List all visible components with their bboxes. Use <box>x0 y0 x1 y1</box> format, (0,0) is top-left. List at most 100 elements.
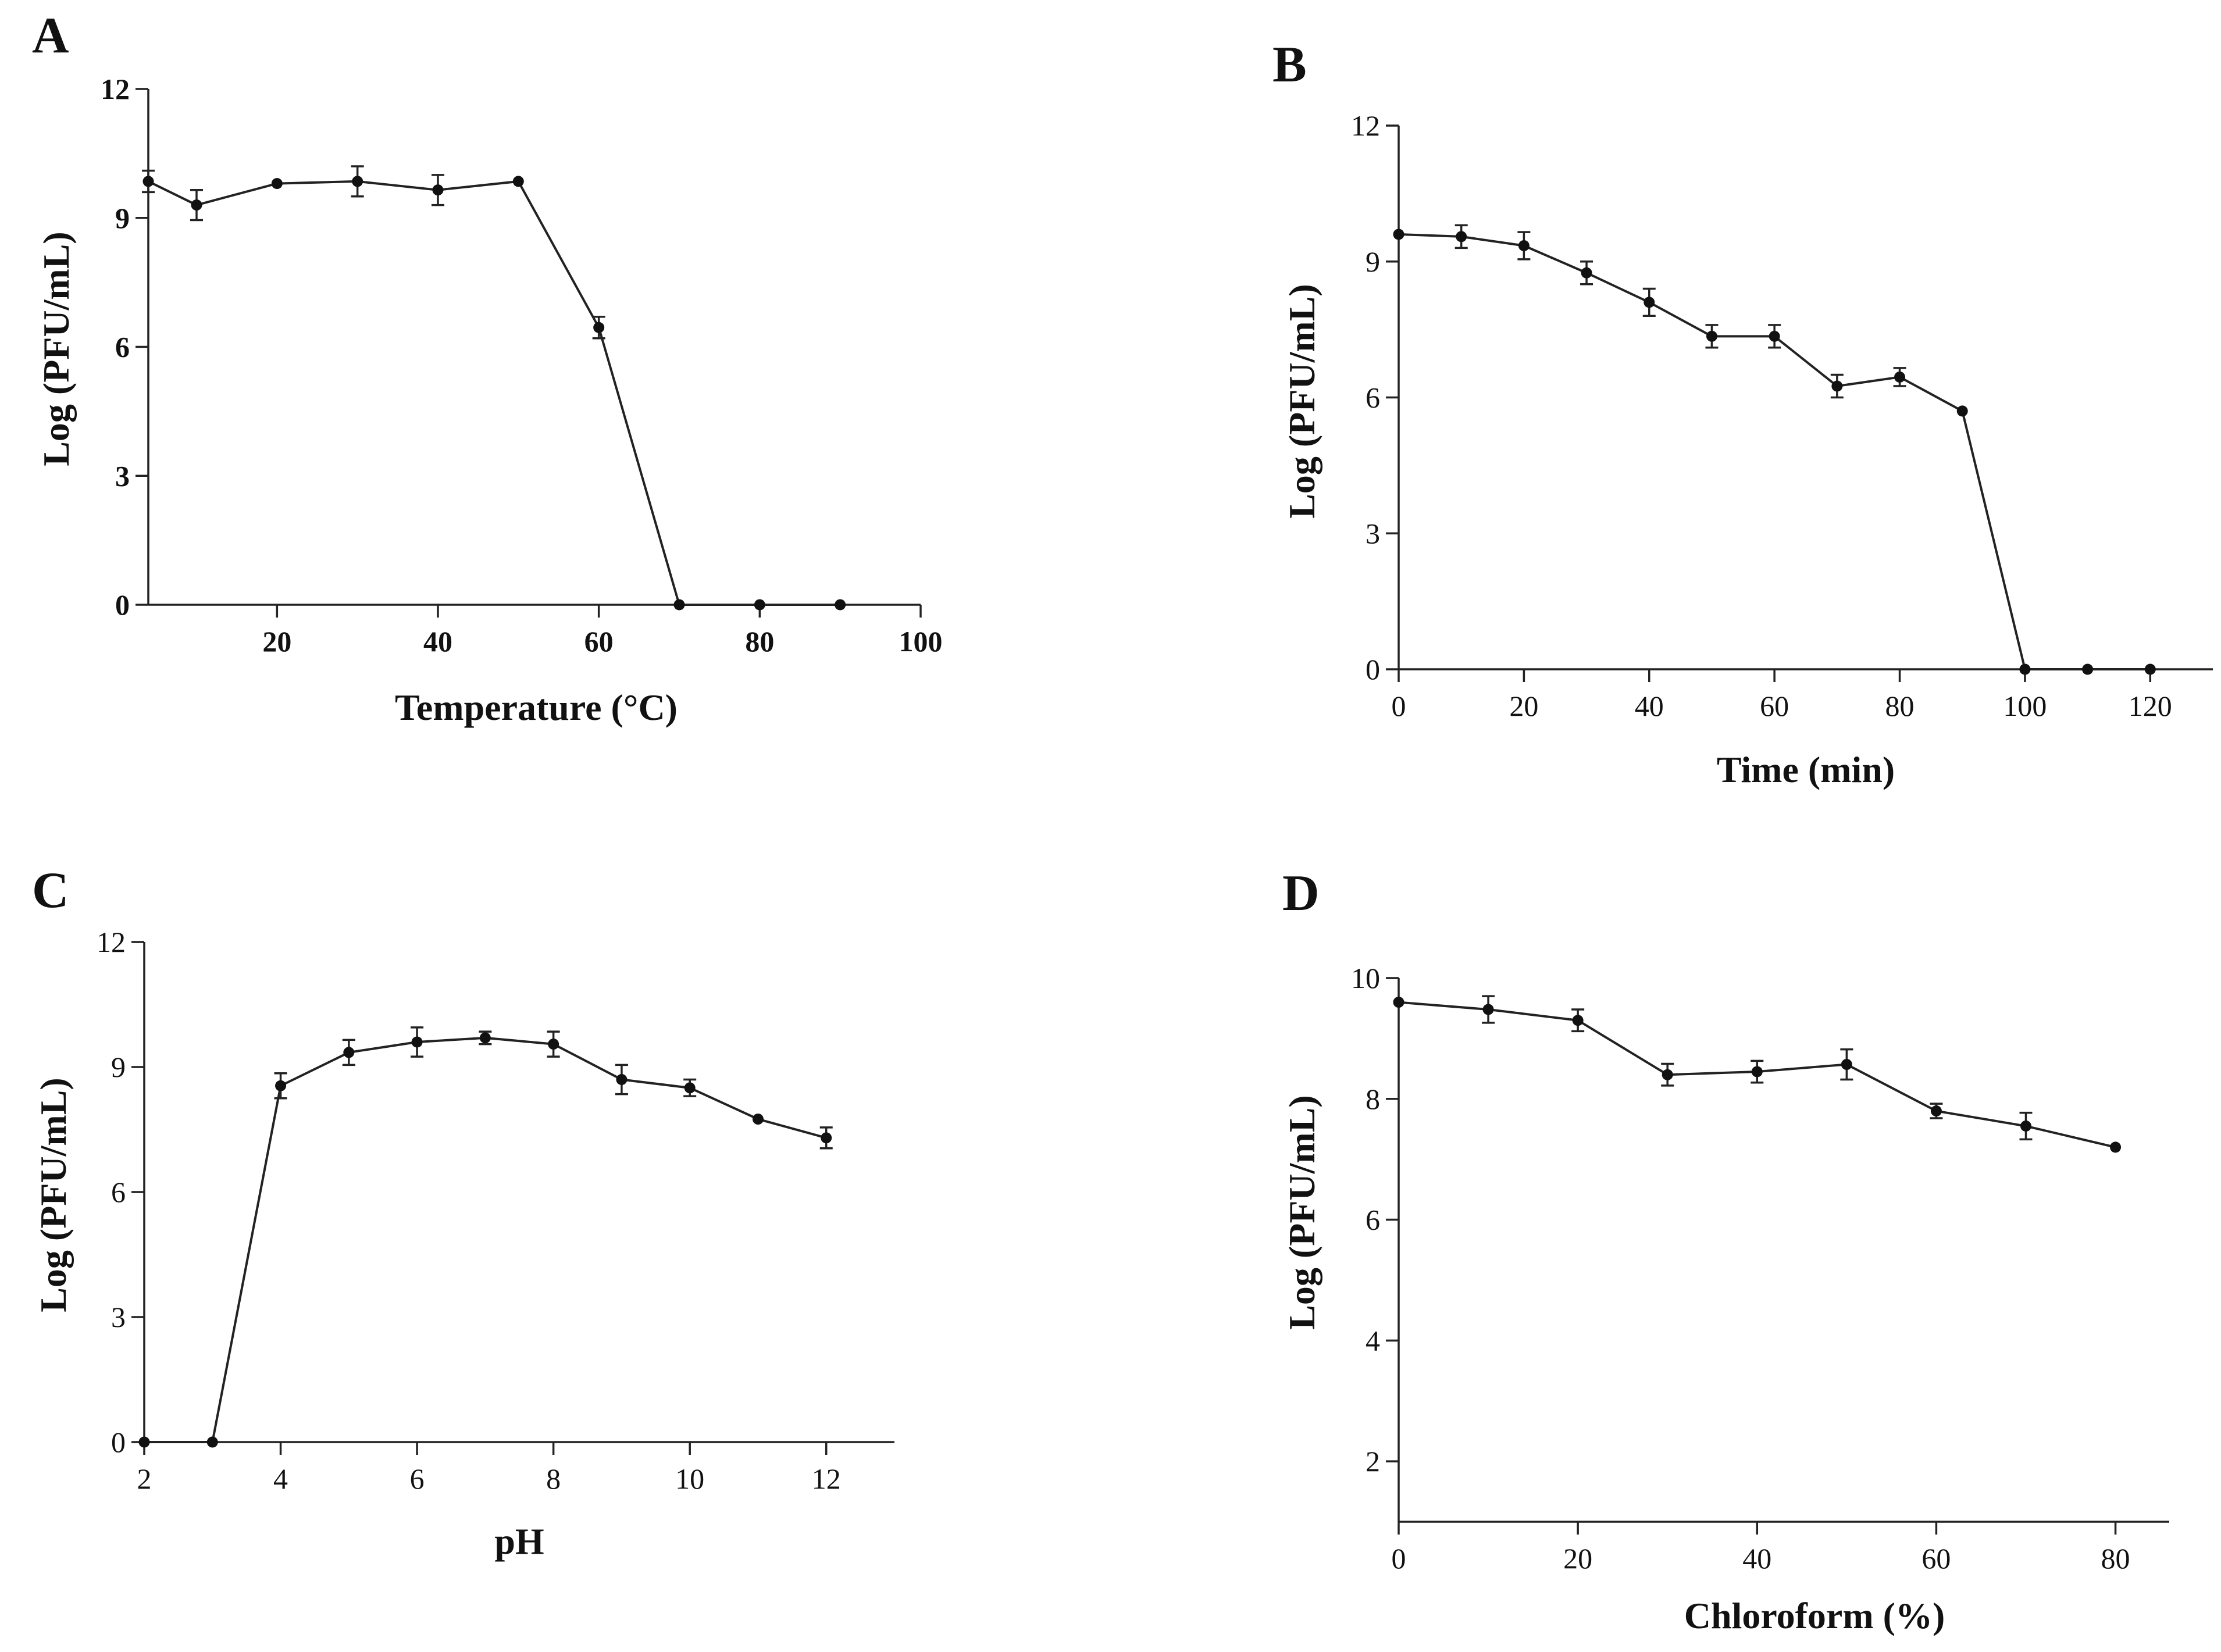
x-tick-label: 120 <box>2129 690 2172 722</box>
data-point <box>206 1436 218 1448</box>
x-tick-label: 60 <box>1760 690 1789 722</box>
data-point <box>1769 330 1780 342</box>
data-point <box>2020 1121 2031 1132</box>
panel-letter-c: C <box>32 862 69 919</box>
data-point <box>616 1074 628 1085</box>
data-point <box>1393 997 1404 1008</box>
panel-a: A Temperature (°C) Log (PFU/mL) 0 3 6 9 12 20… <box>32 8 943 728</box>
x-axis-title: Time (min) <box>1717 749 1895 790</box>
y-tick-label: 10 <box>1351 962 1380 994</box>
data-point <box>275 1080 287 1091</box>
x-tick-label: 40 <box>1635 690 1664 722</box>
y-axis-title: Log (PFU/mL) <box>1281 1095 1322 1330</box>
y-tick-label: 6 <box>115 331 130 363</box>
x-tick-label: 8 <box>546 1462 561 1495</box>
data-point <box>1751 1066 1763 1077</box>
x-tick-label: 80 <box>2101 1542 2130 1575</box>
series-line <box>1398 233 2151 670</box>
data-point <box>1894 371 1906 383</box>
panel-letter-d: D <box>1282 865 1320 922</box>
y-tick-label: 12 <box>101 73 130 105</box>
data-point <box>752 1114 764 1125</box>
x-axis-title: pH <box>494 1521 544 1562</box>
x-tick-label: 60 <box>584 625 614 658</box>
y-tick-label: 8 <box>1366 1083 1380 1115</box>
y-tick-label: 3 <box>1366 517 1380 550</box>
x-tick-label: 20 <box>1563 1542 1592 1575</box>
x-tick-label: 100 <box>2003 690 2047 722</box>
data-point <box>271 178 283 190</box>
y-tick-label: 0 <box>1366 653 1380 686</box>
data-point <box>821 1132 832 1144</box>
data-point <box>1662 1069 1673 1080</box>
y-tick-label: 12 <box>97 926 126 958</box>
panel-c: C pH Log (PFU/mL) 0 3 6 9 12 2 4 6 8 10 12 <box>32 862 894 1562</box>
data-point <box>343 1047 355 1058</box>
data-point <box>754 599 765 611</box>
data-point <box>835 599 846 611</box>
x-tick-label: 40 <box>423 625 452 658</box>
data-point <box>1581 267 1592 279</box>
data-point <box>142 176 154 187</box>
y-tick-label: 6 <box>1366 1204 1380 1236</box>
data-point <box>1930 1105 1942 1117</box>
data-point <box>1706 330 1717 342</box>
x-tick-label: 80 <box>745 625 774 658</box>
data-point <box>684 1082 696 1094</box>
data-point <box>1518 240 1530 251</box>
y-tick-label: 2 <box>1366 1445 1380 1478</box>
data-point <box>2110 1141 2122 1153</box>
x-tick-label: 4 <box>273 1462 288 1495</box>
x-tick-label: 0 <box>1392 690 1406 722</box>
x-tick-label: 20 <box>1509 690 1538 722</box>
data-point <box>191 199 202 211</box>
panel-letter-b: B <box>1272 37 1307 93</box>
x-tick-label: 20 <box>262 625 291 658</box>
y-tick-label: 9 <box>115 202 130 234</box>
x-tick-label: 40 <box>1742 1542 1771 1575</box>
x-tick-label: 80 <box>1885 690 1915 722</box>
data-point <box>548 1039 559 1050</box>
y-tick-label: 6 <box>111 1176 126 1208</box>
y-axis-title: Log (PFU/mL) <box>35 231 77 466</box>
x-tick-label: 0 <box>1392 1542 1406 1575</box>
x-tick-label: 60 <box>1921 1542 1951 1575</box>
data-point <box>432 184 444 196</box>
data-point <box>1956 405 1968 417</box>
x-tick-label: 10 <box>675 1462 704 1495</box>
x-tick-label: 12 <box>812 1462 841 1495</box>
x-axis-title: Chloroform (%) <box>1684 1595 1945 1636</box>
data-point <box>411 1036 423 1048</box>
y-tick-label: 9 <box>111 1051 126 1083</box>
y-axis-title: Log (PFU/mL) <box>33 1077 74 1312</box>
y-tick-label: 6 <box>1366 381 1380 414</box>
y-tick-label: 0 <box>115 588 130 621</box>
y-tick-label: 3 <box>111 1301 126 1333</box>
panel-d: D Chloroform (%) Log (PFU/mL) 2 4 6 8 10 0 20 4… <box>1281 865 2169 1636</box>
series-line <box>148 180 840 606</box>
data-point <box>593 322 605 333</box>
data-point <box>512 176 524 187</box>
y-tick-label: 0 <box>111 1426 126 1458</box>
data-point <box>673 599 685 611</box>
y-tick-label: 4 <box>1366 1324 1380 1357</box>
data-point <box>479 1032 491 1044</box>
series-line <box>144 1036 827 1443</box>
panel-letter-a: A <box>32 8 69 64</box>
data-point <box>1393 229 1404 240</box>
data-point <box>138 1436 150 1448</box>
y-tick-label: 3 <box>115 459 130 492</box>
data-point <box>352 176 363 187</box>
data-point <box>1456 231 1467 242</box>
y-tick-label: 12 <box>1351 109 1380 142</box>
data-point <box>2082 663 2094 675</box>
data-point <box>1644 297 1655 308</box>
data-point <box>1572 1015 1584 1026</box>
y-tick-label: 9 <box>1366 245 1380 278</box>
data-point <box>2144 663 2156 675</box>
data-point <box>1482 1004 1494 1015</box>
x-tick-label: 100 <box>899 625 943 658</box>
x-axis-title: Temperature (°C) <box>395 687 678 728</box>
